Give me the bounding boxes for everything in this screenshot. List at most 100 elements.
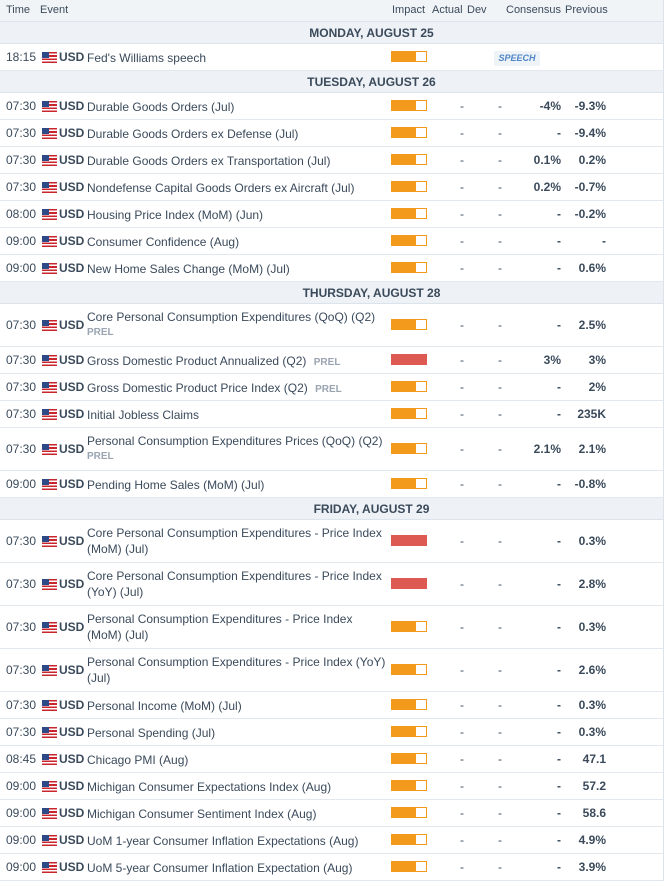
event-previous: 2% (588, 380, 606, 394)
event-row[interactable]: 07:30 USD Initial Jobless Claims - - - 235K (0, 401, 663, 428)
event-actual: - (460, 806, 464, 820)
header-event[interactable]: Event (40, 4, 69, 16)
event-previous: 2.6% (578, 663, 606, 677)
event-name[interactable]: Housing Price Index (MoM) (Jun) (87, 207, 387, 223)
us-flag-icon (42, 579, 57, 590)
header-impact[interactable]: Impact (392, 4, 426, 16)
impact-bar (391, 381, 427, 392)
event-previous: 0.3% (578, 620, 606, 634)
event-previous: 0.6% (578, 261, 606, 275)
event-row[interactable]: 07:30 USD Personal Spending (Jul) - - - 0.3% (0, 719, 663, 746)
event-consensus: - (557, 806, 561, 820)
event-row[interactable]: 07:30 USD Gross Domestic Product Annualize… (0, 347, 663, 374)
event-row[interactable]: 07:30 USD Durable Goods Orders ex Transpor… (0, 147, 663, 174)
event-previous: 0.3% (578, 534, 606, 548)
event-row[interactable]: 09:00 USD UoM 5-year Consumer Inflation Ex… (0, 854, 663, 881)
event-row[interactable]: 07:30 USD Core Personal Consumption Expend… (0, 304, 663, 347)
event-actual: - (460, 477, 464, 491)
event-actual: - (460, 779, 464, 793)
event-name[interactable]: Core Personal Consumption Expenditures (… (87, 309, 387, 341)
event-name[interactable]: Durable Goods Orders ex Defense (Jul) (87, 126, 387, 142)
event-row[interactable]: 08:45 USD Chicago PMI (Aug) - - - 47.1 (0, 746, 663, 773)
event-consensus: - (557, 663, 561, 677)
event-row[interactable]: 07:30 USD Core Personal Consumption Expend… (0, 563, 663, 606)
us-flag-icon (42, 700, 57, 711)
event-deviation: - (498, 534, 502, 548)
event-name[interactable]: Fed's Williams speech (87, 50, 387, 66)
us-flag-icon (42, 622, 57, 633)
event-time: 09:00 (6, 860, 37, 874)
event-deviation: - (498, 380, 502, 394)
header-previous[interactable]: Previous (565, 4, 608, 16)
event-name-text: Michigan Consumer Sentiment Index (Aug) (87, 807, 317, 821)
event-name[interactable]: Pending Home Sales (MoM) (Jul) (87, 477, 387, 493)
event-tag: PREL (313, 357, 341, 368)
flag-canton (42, 155, 49, 161)
event-time: 18:15 (6, 50, 37, 64)
event-row[interactable]: 09:00 USD Michigan Consumer Sentiment Inde… (0, 800, 663, 827)
event-currency: USD (59, 318, 85, 332)
event-row[interactable]: 07:30 USD Durable Goods Orders ex Defense … (0, 120, 663, 147)
event-row[interactable]: 07:30 USD Personal Income (MoM) (Jul) - - - 0.… (0, 692, 663, 719)
event-actual: - (460, 261, 464, 275)
event-previous: 2.5% (578, 318, 606, 332)
event-name[interactable]: Core Personal Consumption Expenditures -… (87, 568, 387, 600)
event-previous: 3% (588, 353, 606, 367)
event-name[interactable]: Personal Spending (Jul) (87, 725, 387, 741)
event-row[interactable]: 07:30 USD Personal Consumption Expenditure… (0, 606, 663, 649)
event-name[interactable]: Personal Consumption Expenditures - Pric… (87, 654, 387, 686)
event-name[interactable]: Personal Consumption Expenditures Prices… (87, 433, 387, 465)
event-name[interactable]: Personal Consumption Expenditures - Pric… (87, 611, 387, 643)
event-name[interactable]: Personal Income (MoM) (Jul) (87, 698, 387, 714)
event-previous: 4.9% (578, 833, 606, 847)
event-name[interactable]: Consumer Confidence (Aug) (87, 234, 387, 250)
event-currency: USD (59, 353, 85, 367)
event-name[interactable]: UoM 5-year Consumer Inflation Expectatio… (87, 860, 387, 876)
event-row[interactable]: 09:00 USD Consumer Confidence (Aug) - - - - (0, 228, 663, 255)
event-name[interactable]: Michigan Consumer Sentiment Index (Aug) (87, 806, 387, 822)
header-consensus[interactable]: Consensus (506, 4, 562, 16)
event-name[interactable]: UoM 1-year Consumer Inflation Expectatio… (87, 833, 387, 849)
event-row[interactable]: 09:00 USD Pending Home Sales (MoM) (Jul) - -… (0, 471, 663, 498)
event-actual: - (460, 234, 464, 248)
event-name[interactable]: Durable Goods Orders ex Transportation (… (87, 153, 387, 169)
event-name[interactable]: Core Personal Consumption Expenditures -… (87, 525, 387, 557)
event-row[interactable]: 08:00 USD Housing Price Index (MoM) (Jun) -… (0, 201, 663, 228)
header-actual[interactable]: Actual (432, 4, 463, 16)
event-row[interactable]: 07:30 USD Core Personal Consumption Expend… (0, 520, 663, 563)
flag-canton (42, 444, 49, 450)
event-row[interactable]: 07:30 USD Personal Consumption Expenditure… (0, 428, 663, 471)
event-row[interactable]: 07:30 USD Durable Goods Orders (Jul) - - -4% -… (0, 93, 663, 120)
event-name[interactable]: Nondefense Capital Goods Orders ex Aircr… (87, 180, 387, 196)
flag-canton (42, 182, 49, 188)
event-row[interactable]: 09:00 USD Michigan Consumer Expectations I… (0, 773, 663, 800)
event-name[interactable]: Durable Goods Orders (Jul) (87, 99, 387, 115)
header-time[interactable]: Time (6, 4, 31, 16)
event-consensus: - (557, 477, 561, 491)
event-row[interactable]: 18:15 USD Fed's Williams speech SPEECH (0, 44, 663, 71)
event-consensus: 0.1% (533, 153, 561, 167)
event-name[interactable]: Chicago PMI (Aug) (87, 752, 387, 768)
impact-bar (391, 478, 427, 489)
impact-bar (391, 319, 427, 330)
event-consensus: -4% (539, 99, 561, 113)
event-row[interactable]: 09:00 USD UoM 1-year Consumer Inflation Ex… (0, 827, 663, 854)
event-row[interactable]: 09:00 USD New Home Sales Change (MoM) (Jul… (0, 255, 663, 282)
event-name-text: Durable Goods Orders ex Transportation (… (87, 154, 331, 168)
event-currency: USD (59, 860, 85, 874)
event-name[interactable]: New Home Sales Change (MoM) (Jul) (87, 261, 387, 277)
event-name[interactable]: Gross Domestic Product Annualized (Q2) P… (87, 353, 387, 371)
header-dev[interactable]: Dev (467, 4, 487, 16)
event-row[interactable]: 07:30 USD Gross Domestic Product Price Ind… (0, 374, 663, 401)
event-currency: USD (59, 380, 85, 394)
flag-canton (42, 382, 49, 388)
event-name[interactable]: Michigan Consumer Expectations Index (Au… (87, 779, 387, 795)
event-deviation: - (498, 99, 502, 113)
event-currency: USD (59, 99, 85, 113)
event-row[interactable]: 07:30 USD Personal Consumption Expenditure… (0, 649, 663, 692)
event-consensus: - (557, 833, 561, 847)
event-name[interactable]: Initial Jobless Claims (87, 407, 387, 423)
event-name[interactable]: Gross Domestic Product Price Index (Q2) … (87, 380, 387, 398)
event-consensus: - (557, 779, 561, 793)
event-row[interactable]: 07:30 USD Nondefense Capital Goods Orders … (0, 174, 663, 201)
